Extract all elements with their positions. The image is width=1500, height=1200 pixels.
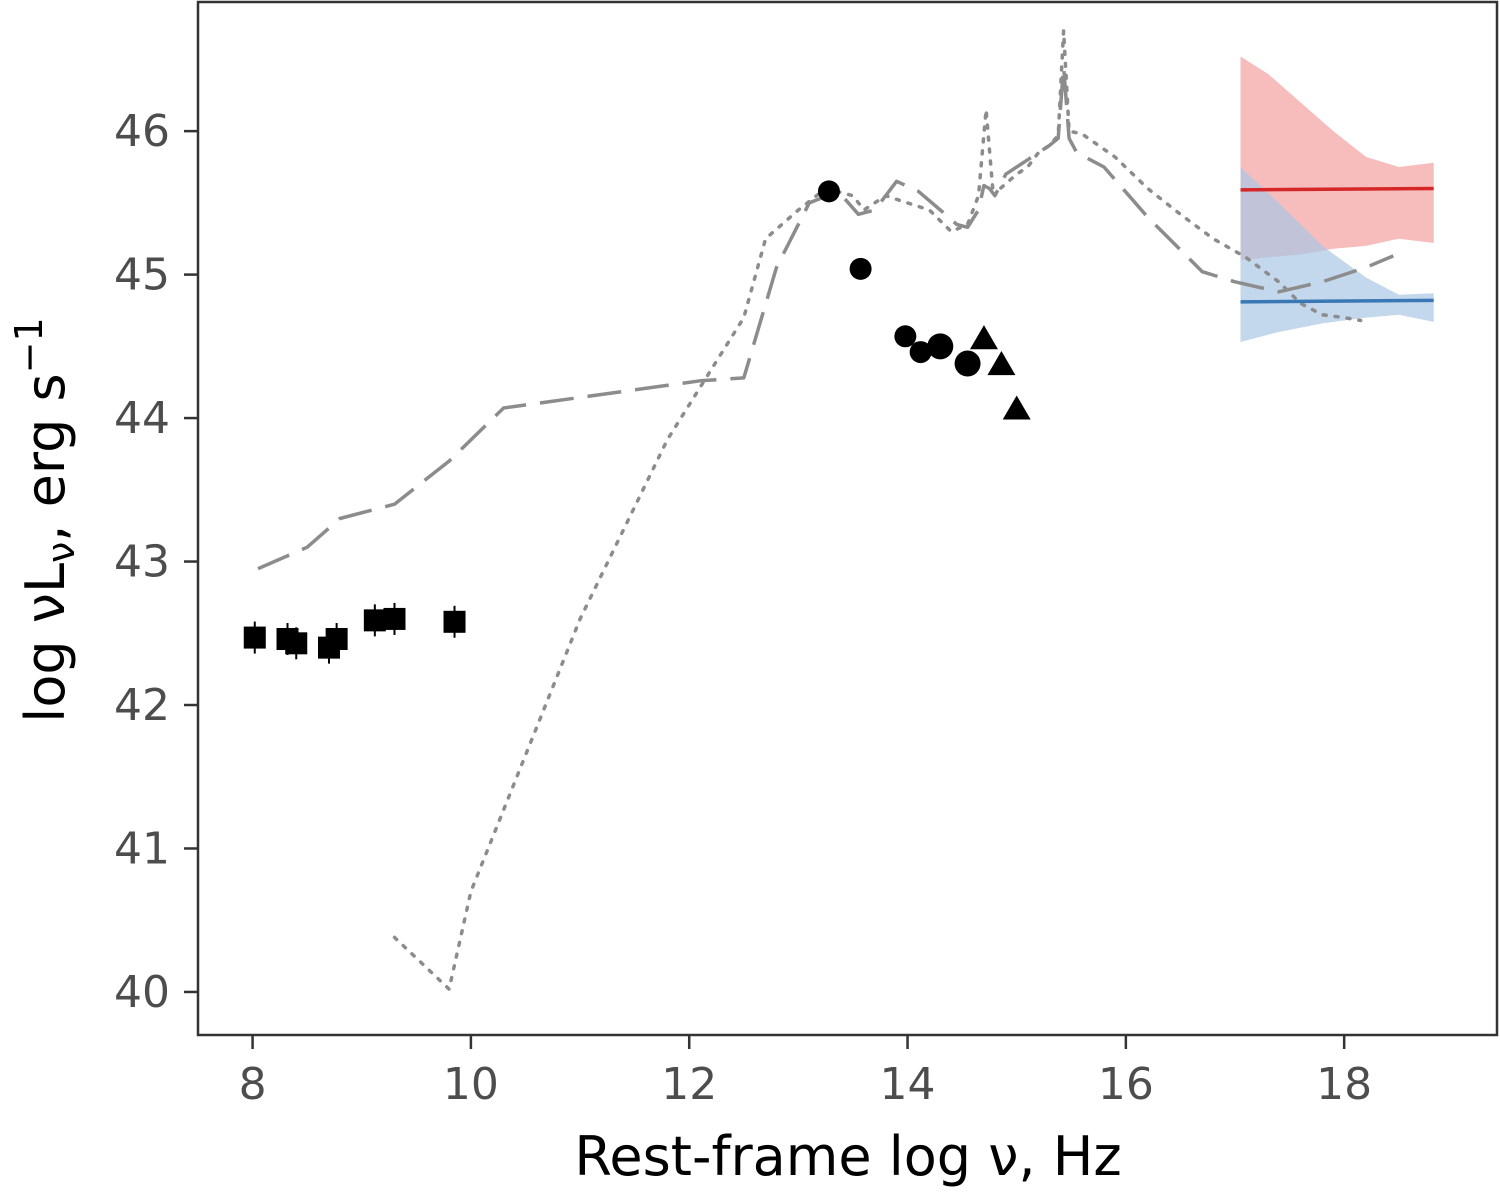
circle-point xyxy=(817,180,840,203)
circle-point xyxy=(894,325,917,348)
x-tick-label: 10 xyxy=(443,1059,499,1110)
y-tick-label: 44 xyxy=(114,393,170,444)
model-lines xyxy=(257,28,1434,991)
square-point xyxy=(383,607,406,630)
x-tick-label: 18 xyxy=(1316,1059,1372,1110)
square-point xyxy=(285,632,308,655)
y-axis-title-prefix: log νL xyxy=(14,563,77,723)
circle-point xyxy=(909,341,932,364)
uncertainty-bands xyxy=(1240,56,1434,342)
y-axis-title-superscript: −1 xyxy=(7,317,51,373)
y-tick-label: 43 xyxy=(114,537,170,588)
circle-point xyxy=(927,333,954,360)
red-uncertainty-band xyxy=(1240,56,1434,261)
y-tick-label: 41 xyxy=(114,823,170,874)
circle-point xyxy=(954,350,981,377)
x-tick-label: 8 xyxy=(239,1059,267,1110)
triangle-point xyxy=(1002,395,1031,420)
square-point xyxy=(243,626,266,649)
y-axis-title-subscript: ν xyxy=(39,542,83,563)
circle-point xyxy=(849,257,872,280)
triangle-point xyxy=(987,350,1016,376)
y-axis-title: log νLν, erg s−1 xyxy=(7,317,83,722)
y-axis-title-middle: , erg s xyxy=(14,373,77,541)
red-powerlaw-line xyxy=(1240,186,1434,192)
y-tick-label: 40 xyxy=(114,967,170,1018)
square-point xyxy=(443,610,466,633)
x-tick-label: 16 xyxy=(1098,1059,1154,1110)
x-axis-title: Rest-frame log ν, Hz xyxy=(574,1125,1121,1188)
y-tick-label: 42 xyxy=(114,680,170,731)
x-tick-label: 14 xyxy=(880,1059,936,1110)
dotted-template-line xyxy=(392,28,1363,991)
blue-powerlaw-line xyxy=(1240,298,1434,304)
y-tick-label: 46 xyxy=(114,106,170,157)
blue-uncertainty-band xyxy=(1240,167,1434,342)
data-points xyxy=(243,180,1031,664)
triangle-point xyxy=(969,325,998,350)
y-tick-label: 45 xyxy=(114,250,170,301)
axis-ticks: 8 10 12 14 16 18 40 41 42 43 44 45 46 xyxy=(114,106,1372,1110)
x-tick-label: 12 xyxy=(661,1059,717,1110)
square-point xyxy=(325,628,348,651)
square-point xyxy=(363,609,386,632)
plot-frame xyxy=(196,0,1499,1037)
dashed-template-line xyxy=(257,64,1394,571)
